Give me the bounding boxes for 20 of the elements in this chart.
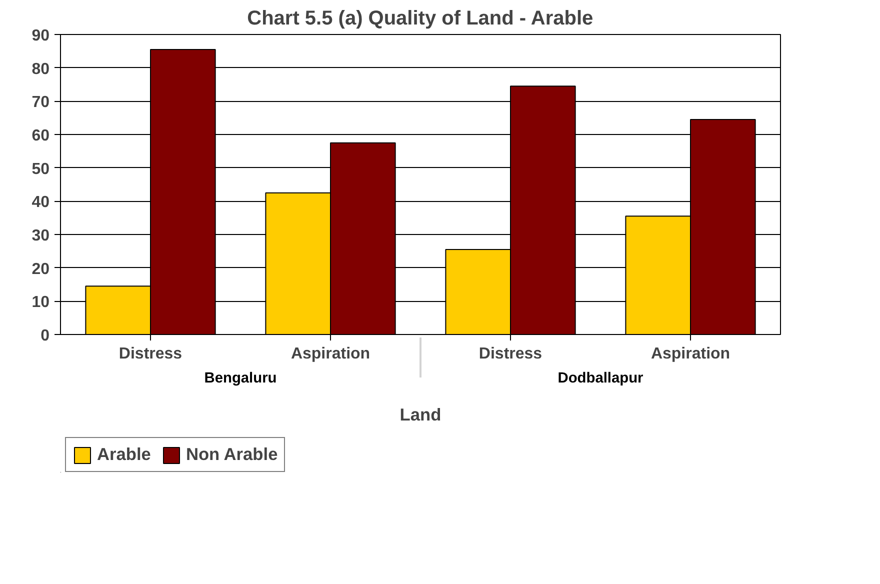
y-tick-label: 80 <box>32 60 50 78</box>
y-tick-label: 90 <box>32 28 50 44</box>
y-tick-label: 50 <box>32 160 50 178</box>
y-tick-label: 60 <box>32 128 50 144</box>
legend-label: Arable <box>97 444 151 465</box>
x-tick-label: Aspiration <box>650 346 730 362</box>
x-tick-label: Distress <box>118 346 182 362</box>
chart-title: Chart 5.5 (a) Quality of Land - Arable <box>247 8 594 30</box>
x-axis-title: Land <box>400 404 442 424</box>
text: Bengaluru <box>204 370 277 386</box>
y-tick-label: 30 <box>32 228 50 244</box>
y-tick-label: 20 <box>32 260 50 278</box>
x-tick-label: Distress <box>478 346 542 362</box>
y-tick-label: 10 <box>32 294 50 312</box>
y-tick-label: 0 <box>40 328 50 344</box>
y-tick-label: 70 <box>32 94 50 112</box>
x-tick-label: Aspiration <box>290 346 370 362</box>
legend-label: Non Arable <box>186 444 278 465</box>
text: Dodballapur <box>558 370 644 386</box>
y-tick-label: 40 <box>32 194 50 212</box>
